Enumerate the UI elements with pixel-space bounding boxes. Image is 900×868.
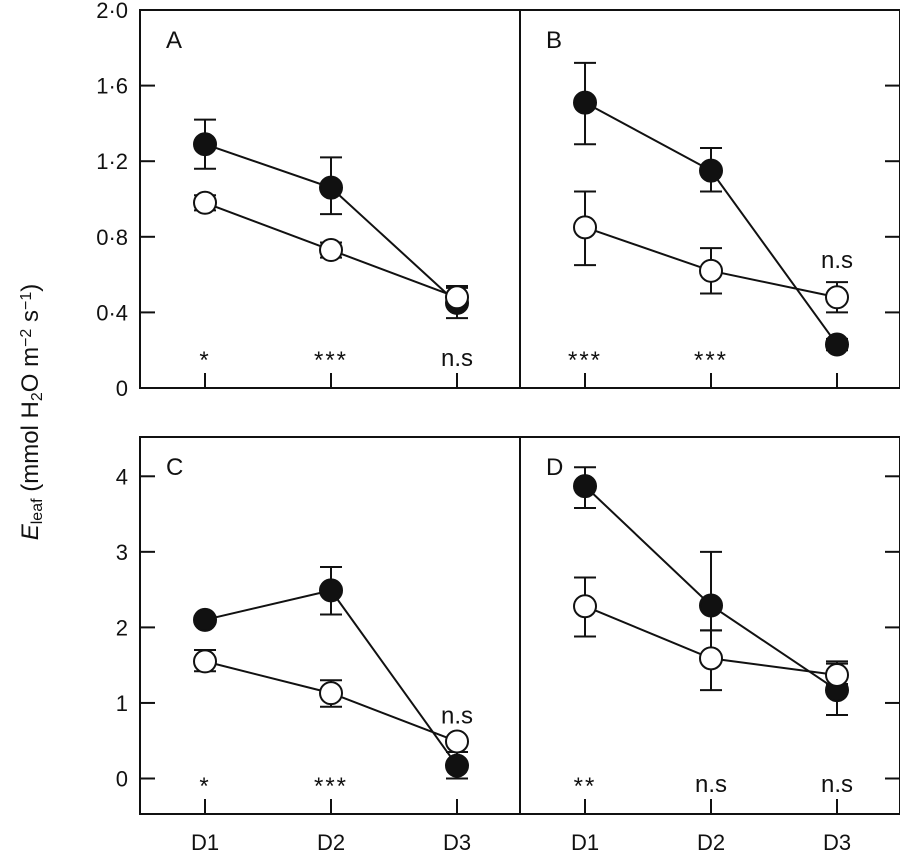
y-axis-label-part: −2	[18, 329, 35, 347]
data-point	[573, 215, 598, 240]
data-point	[193, 649, 218, 674]
series-filled	[573, 466, 850, 717]
data-point	[825, 285, 850, 310]
panel-b: B *** *** n.s	[519, 9, 900, 389]
y-tick-label: 0·8	[96, 225, 128, 250]
series-filled	[573, 61, 850, 357]
data-point	[573, 90, 598, 115]
y-tick-label: 1·2	[96, 149, 128, 174]
data-point	[445, 285, 470, 310]
data-point	[825, 332, 850, 357]
data-point	[319, 175, 344, 200]
data-point	[699, 158, 724, 183]
series-open	[573, 576, 850, 692]
x-tick-label: D1	[191, 830, 219, 855]
y-tick-label: 1	[116, 691, 128, 716]
y-tick-label: 2·0	[96, 0, 128, 23]
series-line	[204, 589, 458, 767]
significance-label: ***	[314, 347, 348, 374]
data-point	[699, 258, 724, 283]
significance-label: n.s	[821, 771, 853, 798]
significance-label: n.s	[441, 703, 473, 730]
significance-label: ***	[314, 773, 348, 800]
series-open	[193, 190, 470, 310]
y-tick-label: 1·6	[96, 74, 128, 99]
data-point	[445, 729, 470, 754]
panel-label: A	[166, 27, 182, 54]
series-open	[573, 190, 850, 314]
panel-label: D	[546, 454, 563, 481]
data-point	[193, 190, 218, 215]
y-tick-label: 2	[116, 615, 128, 640]
significance-label: ***	[568, 347, 602, 374]
y-axis-label-part: s	[17, 310, 44, 329]
x-tick-label: D3	[443, 830, 471, 855]
data-point	[573, 474, 598, 499]
data-point	[699, 646, 724, 671]
panel-a: A00·40·81·21·62·0* *** n.s	[96, 0, 521, 401]
significance-label: ***	[694, 347, 728, 374]
x-tick-label: D1	[571, 830, 599, 855]
data-point	[319, 238, 344, 263]
data-point	[193, 607, 218, 632]
x-tick-label: D2	[317, 830, 345, 855]
y-tick-label: 0·4	[96, 300, 128, 325]
y-axis-label-part: )	[17, 284, 44, 292]
y-axis-label-part: 2	[29, 392, 46, 401]
panel-frame	[519, 9, 900, 389]
significance-label: n.s	[695, 771, 727, 798]
y-tick-label: 0	[116, 376, 128, 401]
x-tick-label: D2	[697, 830, 725, 855]
series-open	[193, 649, 470, 754]
y-tick-label: 3	[116, 540, 128, 565]
panel-label: C	[166, 454, 183, 481]
y-axis-label-part: E	[17, 523, 44, 540]
y-axis-label-part: −1	[18, 292, 35, 310]
data-point	[319, 578, 344, 603]
y-axis-label-part: O m	[17, 347, 44, 392]
significance-label: n.s	[441, 345, 473, 372]
panel-frame	[519, 436, 900, 815]
panel-d: D D1 ** D2 n.s D3 n.s	[519, 436, 900, 855]
data-point	[193, 132, 218, 157]
panel-c: C 0 1 2 3 4 D1 * D2 *** D3 n.s	[116, 436, 521, 855]
data-point	[573, 594, 598, 619]
y-axis-label: Eleaf (mmol H2O m−2 s−1)	[17, 284, 46, 541]
x-tick-label: D3	[823, 830, 851, 855]
y-tick-label: 0	[116, 766, 128, 791]
y-axis-label-part: (mmol H	[17, 401, 44, 498]
significance-label: *	[199, 773, 210, 800]
data-point	[699, 593, 724, 618]
series-filled	[193, 565, 470, 780]
data-point	[319, 681, 344, 706]
significance-label: n.s	[821, 247, 853, 274]
y-axis-label-part: leaf	[29, 498, 46, 524]
series-filled	[193, 118, 470, 320]
y-tick-label: 4	[116, 464, 128, 489]
series-line	[584, 101, 838, 346]
significance-label: **	[574, 773, 597, 800]
panel-label: B	[546, 27, 562, 54]
significance-label: *	[199, 347, 210, 374]
data-point	[445, 753, 470, 778]
data-point	[825, 662, 850, 687]
